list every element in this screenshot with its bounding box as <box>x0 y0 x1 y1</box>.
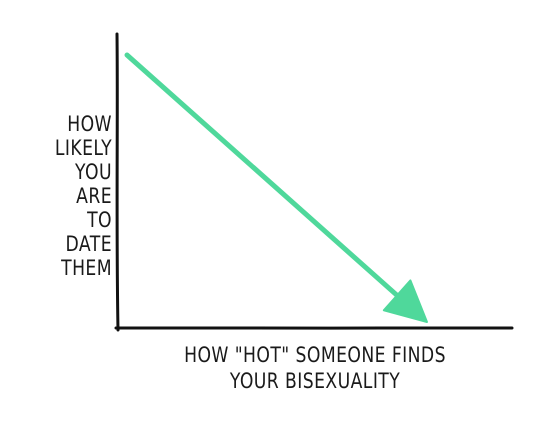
arrowhead-0 <box>382 279 428 323</box>
series-layer <box>124 52 428 323</box>
y-axis-label: HOW LIKELY YOU ARE TO DATE THEM <box>54 112 112 280</box>
series-line-0 <box>124 52 403 301</box>
x-axis-line <box>114 326 514 330</box>
y-axis-line <box>115 32 120 332</box>
x-axis-label: HOW "HOT" SOMEONE FINDS YOUR BISEXUALITY <box>184 343 446 393</box>
